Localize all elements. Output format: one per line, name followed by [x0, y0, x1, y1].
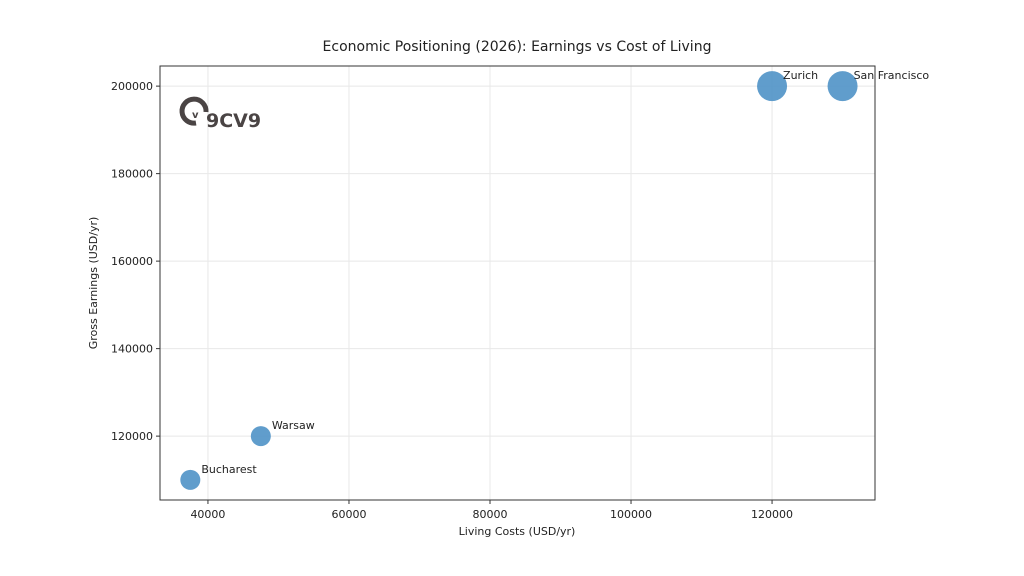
- svg-text:v: v: [192, 110, 199, 121]
- point-label: Bucharest: [201, 463, 257, 476]
- watermark-text: 9CV9: [206, 110, 261, 132]
- watermark-logo: v 9CV9: [179, 96, 261, 132]
- data-point: [180, 469, 201, 490]
- y-tick-label: 120000: [111, 430, 153, 443]
- x-tick-label: 100000: [610, 508, 652, 521]
- point-label: Warsaw: [272, 419, 315, 432]
- x-tick-label: 40000: [190, 508, 225, 521]
- plot-frame: [159, 65, 876, 501]
- x-tick-label: 60000: [331, 508, 366, 521]
- data-point: [827, 71, 858, 102]
- y-tick-label: 180000: [111, 168, 153, 181]
- y-tick-label: 160000: [111, 255, 153, 268]
- chart-title: Economic Positioning (2026): Earnings vs…: [323, 39, 712, 55]
- data-point: [250, 426, 271, 447]
- x-tick-label: 80000: [473, 508, 508, 521]
- x-axis-label: Living Costs (USD/yr): [459, 525, 576, 538]
- x-tick-label: 120000: [751, 508, 793, 521]
- y-tick-label: 200000: [111, 80, 153, 93]
- y-axis-label: Gross Earnings (USD/yr): [87, 217, 100, 350]
- data-point: [757, 71, 788, 102]
- point-label: Zurich: [783, 69, 818, 82]
- y-tick-label: 140000: [111, 343, 153, 356]
- point-label: San Francisco: [854, 69, 930, 82]
